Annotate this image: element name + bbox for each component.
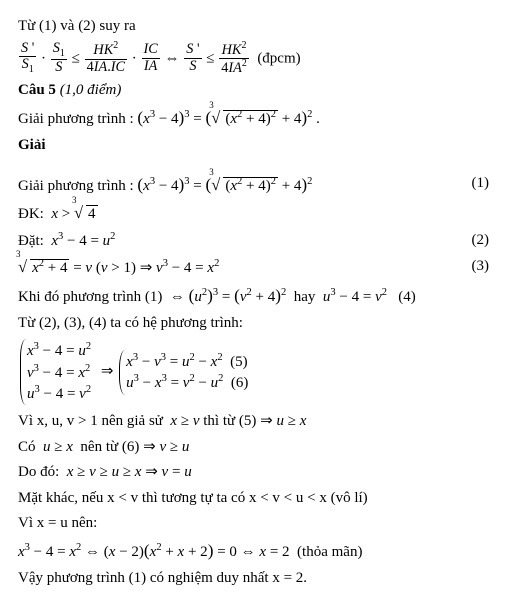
vay-line: Vậy phương trình (1) có nghiệm duy nhất … xyxy=(18,567,495,590)
hay-text: hay xyxy=(294,289,316,305)
prompt-text: Giải phương trình : xyxy=(18,111,134,127)
co-uge: Có u ≥ x nên từ (6) ⇒ v ≥ u xyxy=(18,436,495,459)
cau5-label: Câu 5 xyxy=(18,82,56,98)
matkhac: Mặt khác, nếu x < v thì tương tự ta có x… xyxy=(18,487,495,510)
nen-tu6: nên từ (6) xyxy=(80,439,139,455)
cau5-points: (1,0 điểm) xyxy=(60,82,122,98)
cau5-prompt: Giải phương trình : (x3 − 4)3 = (3(x2 + … xyxy=(18,105,495,131)
solve-line: x3 − 4 = x2 ⇔ (x − 2)(x2 + x + 2) = 0 ⇔ … xyxy=(18,538,495,564)
dodo-line: Do đó: x ≥ v ≥ u ≥ x ⇒ v = u xyxy=(18,461,495,484)
co-label: Có xyxy=(18,439,36,455)
eq1: Giải phương trình : (x3 − 4)3 = (3(x2 + … xyxy=(18,172,495,198)
eq3-no: (3) xyxy=(472,255,490,278)
dk-line: ĐK: x > 34 xyxy=(18,201,495,226)
dk-label: ĐK: xyxy=(18,206,44,222)
vi-xuv: Vì x, u, v > 1 nên giả sử x ≥ v thì từ (… xyxy=(18,410,495,433)
dodo-label: Do đó: xyxy=(18,464,59,480)
eq4-no: (4) xyxy=(398,289,416,305)
ratio-chain: S 'S1 · S1S ≤ HK24IA.IC · ICIA ⇔ S 'S ≤ … xyxy=(18,41,495,77)
tu234: Từ (2), (3), (4) ta có hệ phương trình: xyxy=(18,312,495,335)
eq5-no: (5) xyxy=(230,354,248,370)
dat-line-1: Đặt: x3 − 4 = u2 (2) xyxy=(18,229,495,253)
vixu: Vì x = u nên: xyxy=(18,512,495,535)
khido-line: Khi đó phương trình (1) ⇔ (u2)3 = (v2 + … xyxy=(18,283,495,309)
dat-label: Đặt: xyxy=(18,233,44,249)
dat-line-2: 3x2 + 4 = v (v > 1) ⇒ v3 − 4 = x2 (3) xyxy=(18,255,495,280)
cau5-header: Câu 5 (1,0 điểm) xyxy=(18,79,495,102)
vi-xuv-text: Vì x, u, v > 1 nên giả sử xyxy=(18,413,163,429)
dpcm: (đpcm) xyxy=(257,50,300,66)
eq1-no: (1) xyxy=(472,172,490,195)
eq6-no: (6) xyxy=(231,375,249,391)
eq1-prompt: Giải phương trình : xyxy=(18,178,134,194)
khido-text: Khi đó phương trình (1) xyxy=(18,289,162,305)
from-1-2: Từ (1) và (2) suy ra xyxy=(18,15,495,38)
thoaman: (thỏa mãn) xyxy=(297,544,362,560)
giai-label: Giải xyxy=(18,134,495,157)
system: x3 − 4 = u2 v3 − 4 = x2 u3 − 4 = v2 ⇒ x3… xyxy=(18,337,495,407)
thi-tu5: thì từ (5) xyxy=(203,413,256,429)
eq2-no: (2) xyxy=(472,229,490,252)
